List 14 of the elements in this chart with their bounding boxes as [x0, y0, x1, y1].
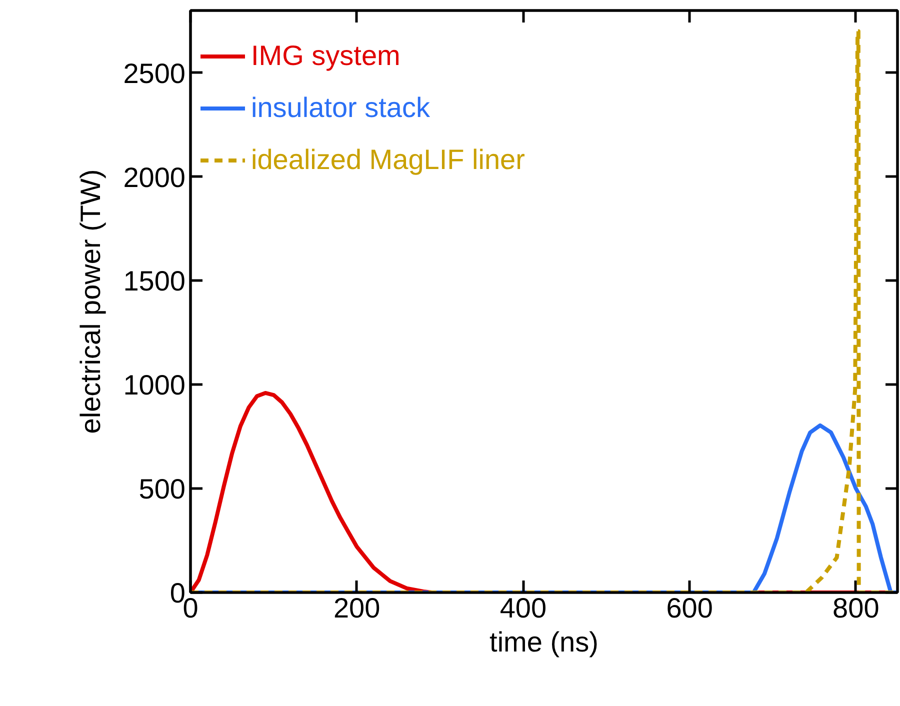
y-tick-label: 500 [138, 474, 186, 505]
x-axis-title: time (ns) [490, 626, 598, 658]
y-axis-title: electrical power (TW) [75, 169, 106, 434]
y-tick-label: 1500 [123, 266, 186, 297]
x-tick-label: 800 [832, 592, 880, 624]
legend-label: idealized MagLIF liner [251, 144, 525, 176]
y-tick-label: 1000 [123, 370, 186, 401]
y-tick-label: 2500 [123, 58, 186, 89]
y-tick-label: 2000 [123, 162, 186, 193]
x-tick-label: 200 [333, 592, 380, 624]
legend-label: insulator stack [251, 92, 430, 124]
legend-label: IMG system [251, 40, 400, 72]
x-tick-label: 600 [666, 592, 713, 624]
x-tick-label: 400 [500, 592, 547, 624]
